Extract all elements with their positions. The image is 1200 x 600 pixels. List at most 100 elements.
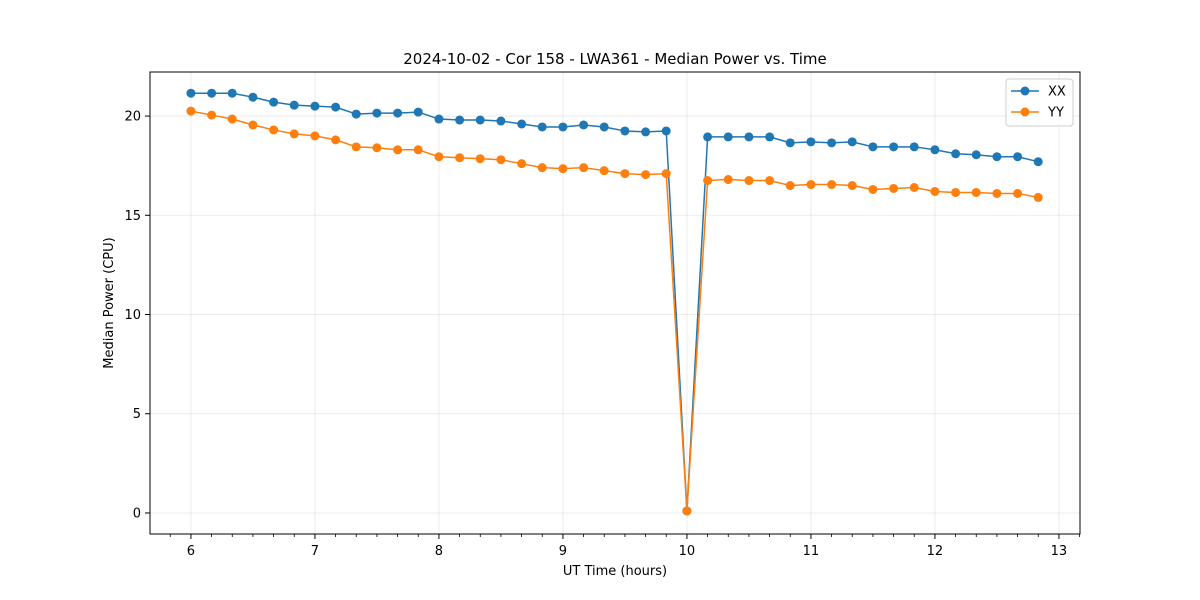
data-point-yy (331, 135, 341, 145)
data-point-yy (951, 187, 961, 197)
data-point-xx (558, 122, 568, 132)
data-point-yy (393, 145, 403, 155)
data-point-xx (951, 149, 961, 159)
y-axis-title: Median Power (CPU) (102, 237, 117, 368)
legend: XX YY (1005, 78, 1074, 127)
data-point-yy (434, 152, 444, 162)
data-point-xx (413, 107, 423, 117)
data-point-yy (413, 145, 423, 155)
data-point-yy (620, 169, 630, 179)
data-point-yy (227, 114, 237, 124)
data-point-yy (847, 181, 857, 191)
plot-frame (149, 71, 1081, 535)
data-point-yy (1013, 188, 1023, 198)
data-point-yy (289, 129, 299, 139)
data-point-xx (434, 114, 444, 124)
data-point-yy (269, 125, 279, 135)
x-tick-label: 6 (187, 544, 195, 559)
data-point-yy (744, 176, 754, 186)
data-point-xx (868, 142, 878, 152)
data-point-yy (1033, 192, 1043, 202)
data-point-yy (475, 154, 485, 164)
data-point-xx (310, 101, 320, 111)
data-point-xx (186, 88, 196, 98)
data-point-yy (537, 163, 547, 173)
y-tick-label: 10 (124, 308, 141, 323)
data-point-yy (186, 106, 196, 116)
data-point-yy (765, 176, 775, 186)
data-point-xx (475, 115, 485, 125)
x-tick-label: 11 (803, 544, 820, 559)
data-point-xx (207, 88, 217, 98)
data-point-yy (599, 166, 609, 176)
data-point-xx (992, 152, 1002, 162)
data-point-yy (909, 183, 919, 192)
data-point-yy (517, 159, 527, 169)
data-point-xx (765, 132, 775, 142)
grid (150, 72, 1080, 534)
chart-title: 2024-10-02 - Cor 158 - LWA361 - Median P… (403, 50, 827, 68)
data-point-xx (703, 132, 713, 142)
data-point-xx (372, 108, 382, 118)
data-point-yy (785, 181, 795, 191)
data-point-xx (517, 119, 527, 129)
x-tick-label: 9 (559, 544, 567, 559)
data-point-yy (992, 188, 1002, 198)
data-point-xx (393, 108, 403, 118)
data-point-xx (269, 97, 279, 107)
data-point-yy (351, 142, 361, 152)
data-point-yy (558, 164, 568, 174)
series-layer (186, 88, 1043, 516)
data-point-xx (661, 126, 671, 136)
data-point-xx (909, 142, 919, 152)
data-point-xx (1033, 157, 1043, 167)
data-point-yy (579, 163, 589, 173)
data-point-yy (930, 186, 940, 196)
x-axis-title: UT Time (hours) (563, 564, 667, 579)
data-point-xx (744, 132, 754, 142)
data-point-yy (868, 184, 878, 194)
data-point-yy (310, 131, 320, 141)
data-point-yy (682, 506, 692, 516)
x-tick-label: 10 (679, 544, 696, 559)
data-point-xx (248, 92, 258, 102)
legend-label-yy: YY (1047, 106, 1064, 121)
data-point-yy (806, 180, 816, 190)
legend-label-xx: XX (1048, 85, 1066, 100)
data-point-yy (827, 180, 837, 190)
data-point-yy (641, 170, 651, 180)
data-point-yy (703, 176, 713, 186)
data-point-xx (620, 126, 630, 136)
data-point-xx (1013, 152, 1023, 162)
x-tick-label: 12 (927, 544, 944, 559)
data-point-xx (289, 100, 299, 110)
data-point-xx (847, 137, 857, 147)
data-point-xx (889, 142, 899, 152)
axes: 6 7 8 9 10 11 12 13 0 5 10 15 20 (124, 110, 1080, 559)
data-point-xx (599, 122, 609, 132)
y-tick-label: 20 (124, 110, 141, 125)
data-point-xx (496, 116, 506, 126)
x-tick-label: 8 (435, 544, 443, 559)
data-point-yy (723, 175, 733, 185)
data-point-xx (785, 138, 795, 148)
data-point-xx (537, 122, 547, 132)
x-tick-label: 13 (1051, 544, 1068, 559)
data-point-yy (207, 110, 217, 120)
y-tick-label: 0 (133, 506, 141, 521)
data-point-xx (806, 137, 816, 147)
y-tick-label: 15 (124, 209, 141, 224)
data-point-xx (971, 150, 981, 160)
data-point-yy (496, 155, 506, 165)
data-point-yy (889, 183, 899, 193)
data-point-xx (455, 115, 465, 125)
legend-swatch-marker-yy (1020, 107, 1030, 117)
data-point-yy (971, 187, 981, 197)
legend-swatch-marker-xx (1020, 86, 1030, 96)
data-point-xx (579, 120, 589, 130)
data-point-xx (351, 109, 361, 119)
data-point-yy (455, 153, 465, 163)
data-point-yy (372, 143, 382, 153)
data-point-yy (248, 120, 258, 130)
